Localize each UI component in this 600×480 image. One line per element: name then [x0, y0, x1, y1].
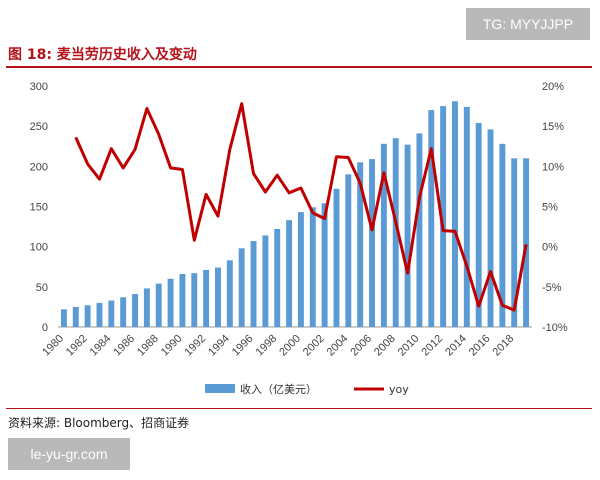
revenue-bar	[321, 203, 328, 327]
y-right-tick-label: -5%	[542, 282, 562, 294]
revenue-bar	[226, 260, 233, 327]
revenue-bar	[440, 106, 447, 327]
revenue-bar	[475, 122, 482, 327]
revenue-bar	[96, 302, 103, 327]
revenue-bar	[416, 133, 423, 327]
x-tick-label: 2004	[325, 333, 351, 359]
revenue-bar	[499, 143, 506, 327]
revenue-bar	[428, 110, 435, 327]
watermark-bottom: le-yu-gr.com	[8, 438, 130, 470]
y-left-tick-label: 200	[30, 161, 48, 173]
revenue-bar	[84, 305, 91, 327]
y-left-tick-label: 50	[36, 282, 48, 294]
x-tick-label: 2018	[491, 333, 517, 359]
x-tick-label: 2006	[348, 333, 374, 359]
revenue-bar	[523, 158, 530, 327]
x-tick-label: 1992	[182, 333, 208, 359]
y-right-tick-label: 20%	[542, 81, 564, 93]
y-left-tick-label: 0	[42, 322, 48, 334]
x-tick-label: 1994	[206, 333, 232, 359]
x-tick-label: 2016	[467, 333, 493, 359]
revenue-bar	[72, 306, 79, 327]
revenue-bar	[345, 174, 352, 327]
x-tick-label: 1990	[159, 333, 185, 359]
title-rule	[6, 66, 592, 68]
revenue-bar	[191, 273, 198, 327]
x-tick-label: 2000	[277, 333, 303, 359]
legend-label-revenue: 收入（亿美元）	[240, 382, 317, 396]
revenue-bar	[404, 144, 411, 327]
revenue-bar	[120, 297, 127, 327]
revenue-bar	[60, 309, 67, 327]
legend-label-yoy: yoy	[389, 383, 409, 396]
y-left-tick-label: 250	[30, 121, 48, 133]
revenue-bar	[357, 162, 364, 327]
x-tick-label: 2002	[301, 333, 327, 359]
revenue-bar	[108, 300, 115, 327]
revenue-bar	[297, 212, 304, 327]
revenue-bar	[333, 188, 340, 327]
x-tick-label: 1980	[40, 333, 66, 359]
revenue-bar	[250, 241, 257, 327]
y-left-tick-label: 150	[30, 202, 48, 214]
revenue-bar	[309, 207, 316, 327]
yoy-line	[74, 102, 528, 312]
revenue-bar	[487, 129, 494, 327]
y-left-tick-label: 300	[30, 81, 48, 93]
y-right-tick-label: -10%	[542, 322, 568, 334]
y-right-tick-label: 0%	[542, 242, 558, 254]
x-tick-label: 1984	[88, 333, 114, 359]
x-tick-label: 2010	[396, 333, 422, 359]
y-right-tick-label: 15%	[542, 121, 564, 133]
revenue-bar	[179, 273, 186, 327]
x-tick-label: 1996	[230, 333, 256, 359]
revenue-bar	[463, 106, 470, 328]
x-tick-label: 2008	[372, 333, 398, 359]
revenue-bar	[511, 158, 518, 327]
x-tick-label: 1982	[64, 333, 90, 359]
revenue-bar	[203, 269, 210, 327]
revenue-bar	[262, 235, 269, 327]
y-left-tick-label: 100	[30, 242, 48, 254]
legend-swatch-revenue	[205, 384, 235, 393]
figure-title: 图 18: 麦当劳历史收入及变动	[8, 47, 197, 63]
x-tick-label: 1986	[111, 333, 137, 359]
revenue-bar	[155, 283, 162, 327]
revenue-bar	[274, 228, 281, 327]
revenue-bar	[132, 294, 138, 327]
y-right-tick-label: 10%	[542, 161, 564, 173]
x-tick-label: 1988	[135, 333, 161, 359]
source-rule	[6, 408, 592, 409]
revenue-bar	[215, 267, 221, 327]
x-tick-label: 2014	[443, 333, 469, 359]
revenue-bar	[143, 288, 150, 327]
revenue-bar	[167, 278, 174, 327]
revenue-bar	[380, 143, 387, 327]
source-note: 资料来源: Bloomberg、招商证券	[8, 416, 190, 430]
x-tick-label: 2012	[419, 333, 445, 359]
watermark-top: TG: MYYJJPP	[466, 8, 590, 40]
y-right-tick-label: 5%	[542, 202, 558, 214]
x-tick-label: 1998	[254, 333, 280, 359]
revenue-bar	[452, 101, 458, 327]
revenue-bar	[392, 138, 399, 327]
revenue-bar	[238, 248, 245, 327]
revenue-bar	[369, 159, 375, 327]
revenue-bar	[286, 220, 293, 327]
